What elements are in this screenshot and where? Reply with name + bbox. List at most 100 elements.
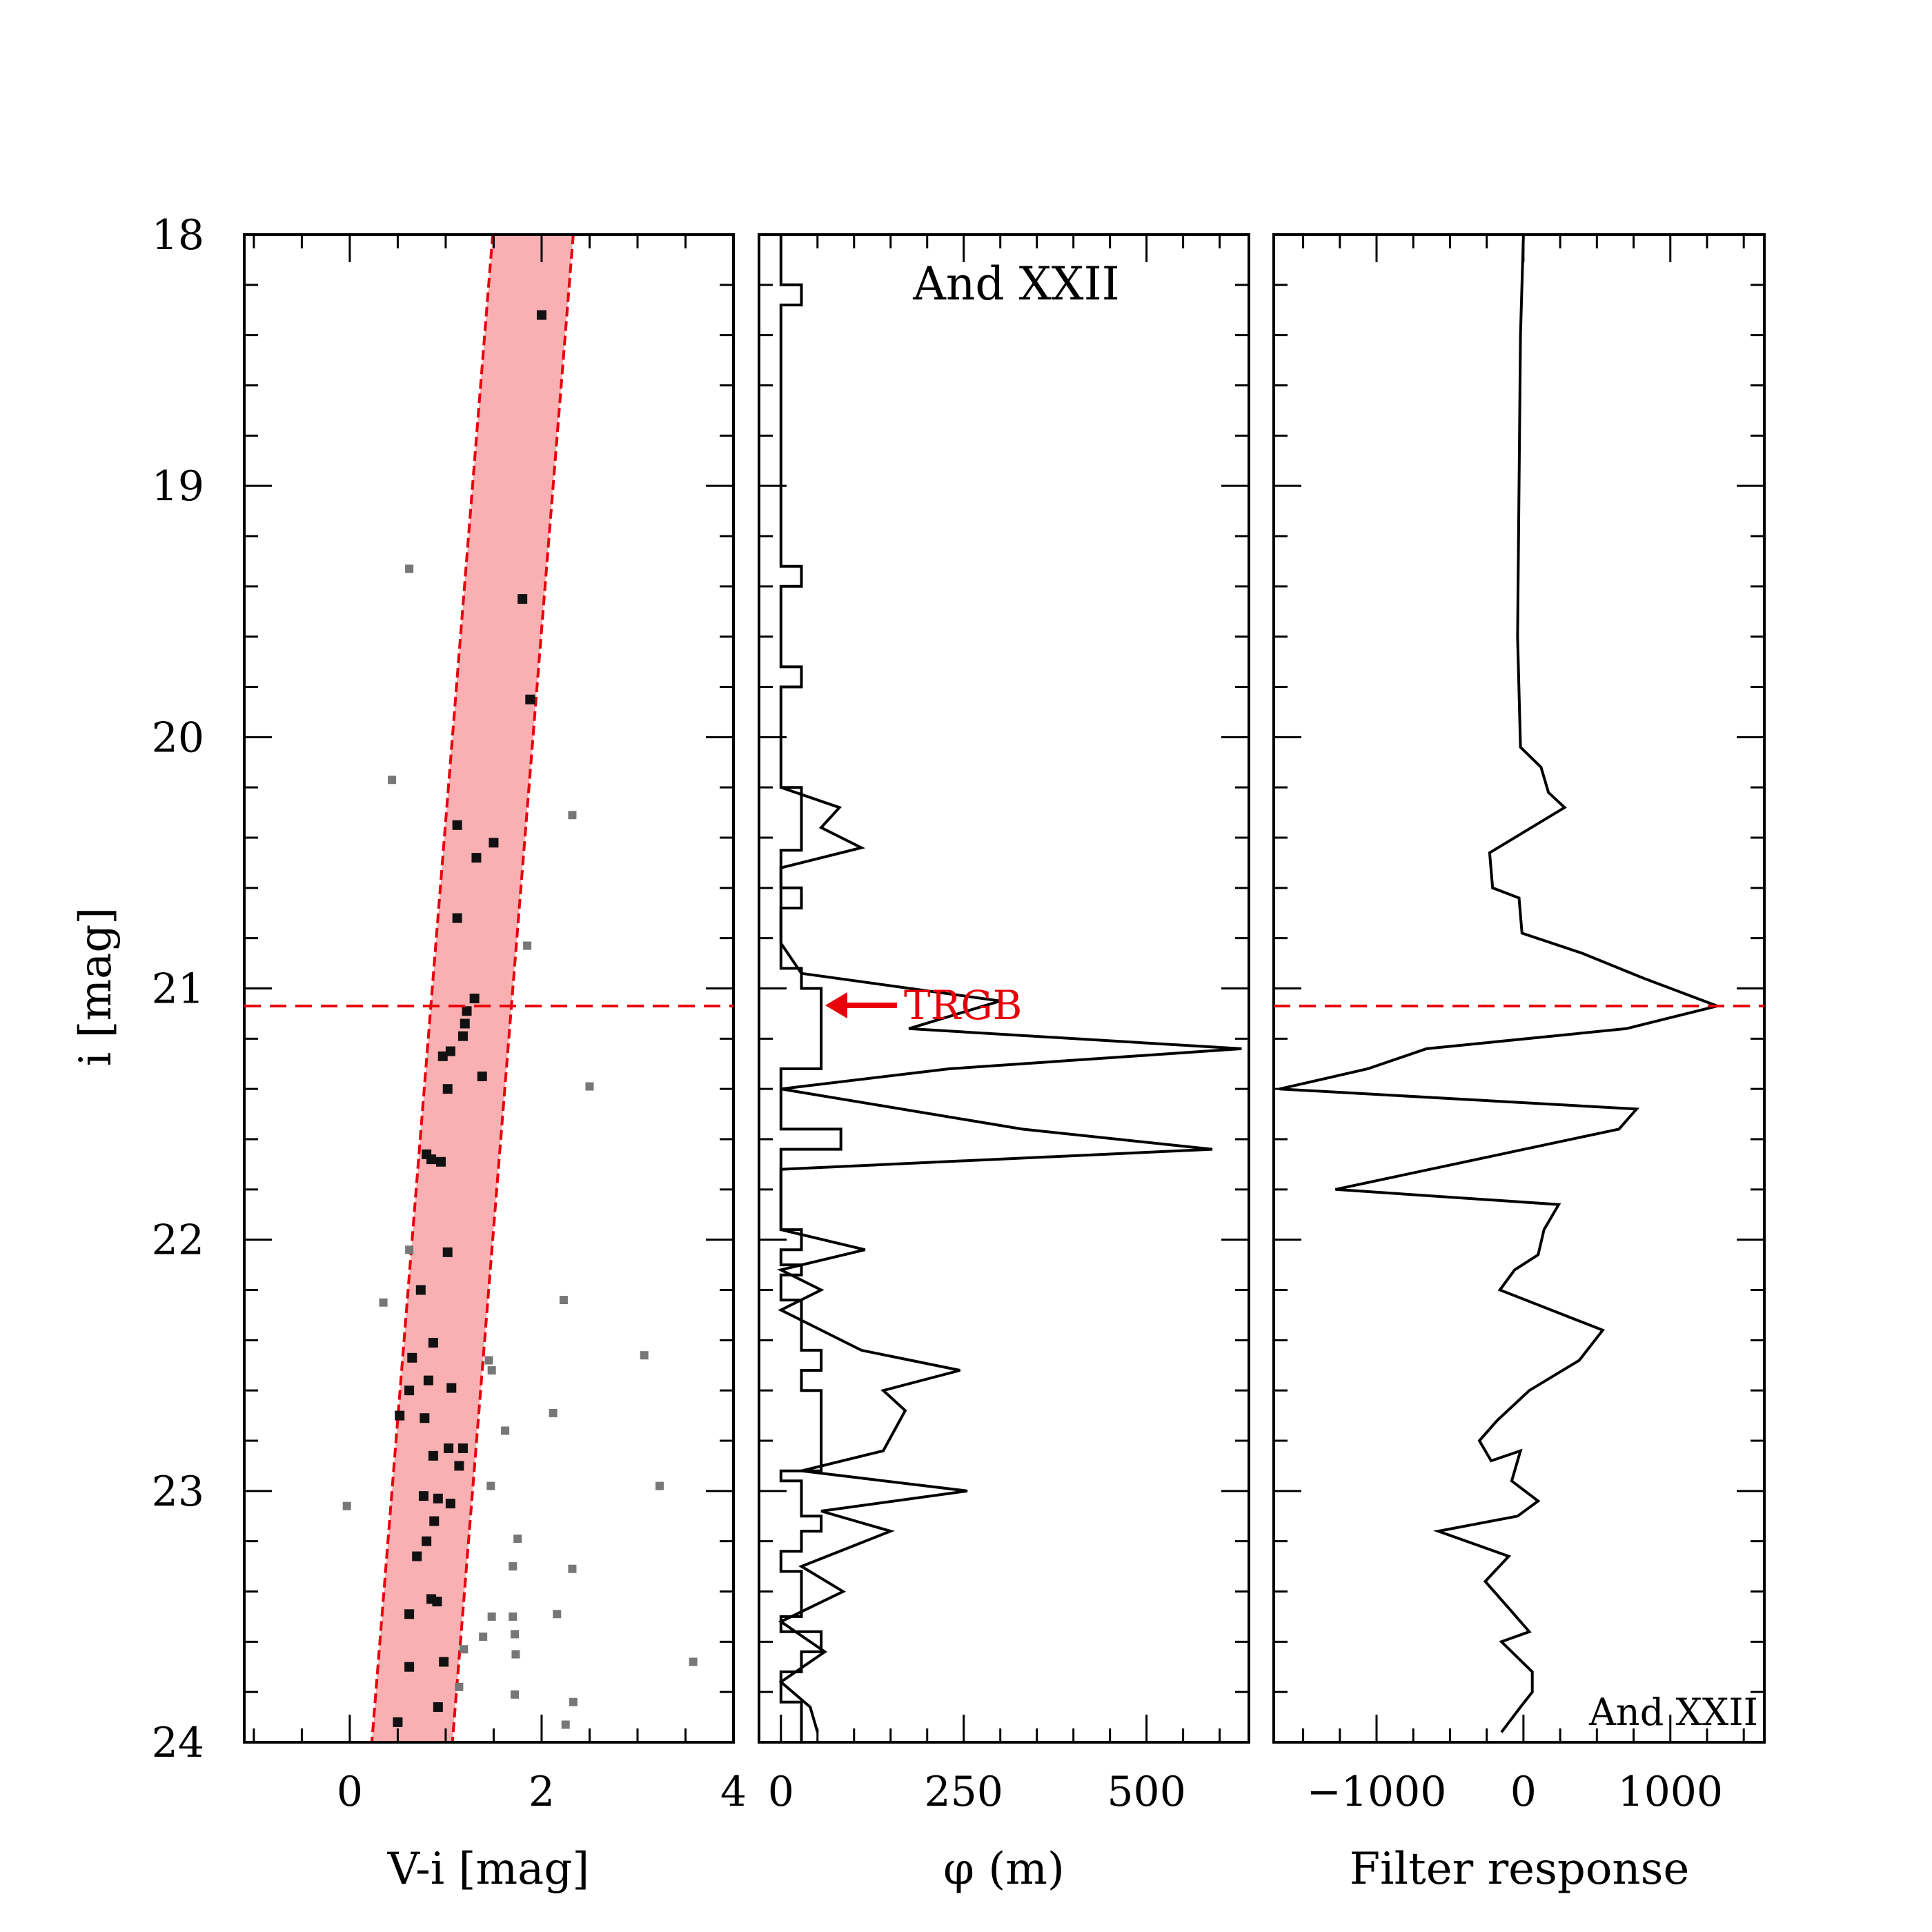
- member-star: [428, 1450, 438, 1461]
- member-star: [452, 913, 462, 923]
- field-star: [511, 1690, 520, 1699]
- corner-label: And XXII: [1588, 1690, 1758, 1734]
- member-star: [471, 853, 482, 863]
- rgb-band: [371, 235, 573, 1742]
- x-tick-label: 2: [529, 1768, 555, 1816]
- member-star: [407, 1352, 417, 1363]
- member-star: [457, 1443, 468, 1453]
- member-star: [518, 594, 528, 604]
- member-star: [435, 1156, 446, 1167]
- field-star: [455, 1682, 464, 1691]
- member-star: [432, 1597, 442, 1607]
- member-star: [420, 1413, 430, 1423]
- field-star: [342, 1501, 351, 1510]
- field-star: [513, 1535, 522, 1544]
- trgb-label: TRGB: [904, 982, 1022, 1029]
- rgb-band-right-edge: [451, 235, 575, 1742]
- member-star: [462, 1006, 472, 1016]
- y-tick-label: 23: [152, 1468, 204, 1516]
- member-star: [423, 1375, 433, 1386]
- profile-x-tick-labels: 0 250 500: [768, 1768, 1186, 1816]
- field-star: [511, 1650, 520, 1659]
- field-star: [559, 1296, 568, 1305]
- member-star: [452, 820, 462, 830]
- rgb-band-left-edge: [370, 235, 495, 1742]
- member-star: [412, 1551, 422, 1561]
- cmd-y-axis-label: i [mag]: [70, 907, 121, 1067]
- member-star: [393, 1717, 403, 1727]
- filter-response-line: [1279, 235, 1722, 1733]
- x-tick-label: 250: [924, 1768, 1003, 1816]
- x-tick-label: 500: [1107, 1768, 1186, 1816]
- member-star: [454, 1461, 464, 1471]
- profile-panel: TRGB And XXII 0 250 500 φ (m): [758, 233, 1250, 1895]
- x-tick-label: 0: [337, 1768, 363, 1816]
- member-star: [433, 1702, 443, 1713]
- x-tick-label: −1000: [1307, 1768, 1447, 1816]
- field-star: [549, 1408, 558, 1417]
- y-tick-label: 24: [152, 1719, 204, 1767]
- field-star: [388, 776, 397, 785]
- cmd-ticks: [244, 233, 735, 1744]
- member-star: [404, 1662, 415, 1672]
- member-star: [477, 1071, 487, 1081]
- cmd-x-axis-label: V-i [mag]: [387, 1844, 590, 1895]
- phi-line-profile: [776, 786, 1242, 1733]
- cmd-y-tick-labels: 18 19 20 21 22 23 24: [152, 211, 204, 1767]
- field-star: [501, 1426, 510, 1435]
- member-star: [439, 1657, 449, 1667]
- filter-x-axis-label: Filter response: [1350, 1844, 1690, 1895]
- field-star: [640, 1351, 649, 1360]
- member-star: [469, 994, 480, 1004]
- field-star: [460, 1645, 469, 1654]
- filter-axes-frame: [1272, 233, 1766, 1744]
- field-star: [379, 1298, 388, 1307]
- member-star: [433, 1493, 443, 1504]
- x-tick-label: 4: [720, 1768, 747, 1816]
- filter-ticks: [1274, 233, 1764, 1744]
- member-stars: [393, 310, 546, 1727]
- member-star: [446, 1383, 457, 1393]
- member-star: [395, 1410, 405, 1421]
- member-star: [460, 1018, 470, 1029]
- field-star: [509, 1612, 518, 1621]
- panel-title: And XXII: [912, 257, 1120, 310]
- profile-axes-frame: [758, 233, 1250, 1744]
- member-star: [404, 1609, 415, 1619]
- field-star: [487, 1612, 496, 1621]
- member-star: [437, 1051, 448, 1061]
- y-tick-label: 19: [152, 462, 204, 511]
- field-star: [569, 1697, 578, 1706]
- member-star: [404, 1386, 415, 1396]
- trgb-annotation: TRGB: [825, 982, 1022, 1029]
- filter-x-tick-labels: −1000 0 1000: [1307, 1768, 1724, 1816]
- field-stars: [342, 564, 698, 1729]
- member-star: [428, 1337, 438, 1348]
- y-tick-label: 21: [152, 965, 204, 1014]
- field-star: [561, 1720, 570, 1729]
- member-star: [442, 1084, 453, 1094]
- field-star: [487, 1366, 496, 1375]
- x-tick-label: 1000: [1617, 1768, 1723, 1816]
- member-star: [426, 1154, 437, 1165]
- member-star: [442, 1247, 453, 1257]
- member-star: [422, 1536, 432, 1546]
- field-star: [509, 1562, 518, 1571]
- member-star: [415, 1285, 426, 1295]
- y-tick-label: 18: [152, 211, 204, 259]
- field-star: [655, 1481, 664, 1490]
- field-star: [553, 1610, 562, 1619]
- cmd-x-tick-labels: 0 2 4: [337, 1768, 747, 1816]
- member-star: [525, 694, 535, 704]
- field-star: [484, 1356, 493, 1365]
- member-star: [444, 1443, 454, 1453]
- trgb-arrow-head: [825, 992, 847, 1018]
- member-star: [445, 1046, 455, 1056]
- x-tick-label: 0: [768, 1768, 794, 1816]
- member-star: [536, 310, 546, 320]
- x-tick-label: 0: [1510, 1768, 1537, 1816]
- filter-panel: And XXII −1000 0 1000 Filter response: [1272, 233, 1766, 1895]
- member-star: [489, 838, 499, 848]
- field-star: [585, 1082, 594, 1091]
